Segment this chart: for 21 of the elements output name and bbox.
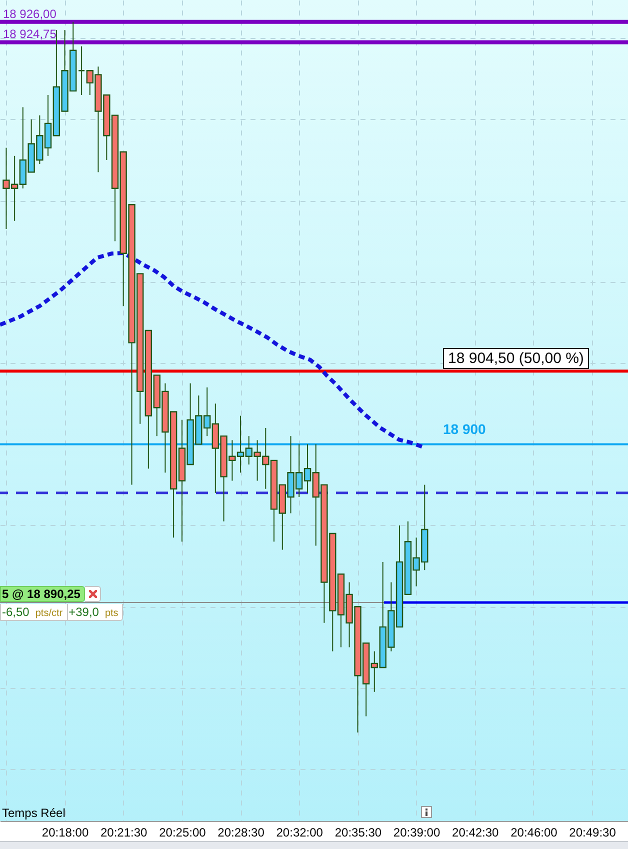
- annotation: -6,50: [2, 604, 30, 619]
- x-tick-label: 20:21:30: [100, 826, 148, 840]
- ref-line-label: 18 900: [443, 421, 486, 438]
- x-tick-label: 20:35:30: [334, 826, 382, 840]
- annotation: pts: [104, 608, 118, 619]
- ref-line-label: 18 926,00: [3, 6, 56, 21]
- ref-line-label: 18 924,75: [3, 27, 56, 42]
- x-tick-label: 20:49:30: [569, 826, 616, 840]
- annotation: +39,0: [68, 604, 99, 619]
- x-tick-label: 20:46:00: [510, 826, 558, 840]
- x-tick-label: 20:25:00: [159, 826, 206, 840]
- x-tick-label: 20:28:30: [218, 826, 265, 840]
- annotation: pts/ctr: [35, 608, 63, 619]
- x-tick-label: 20:32:00: [276, 826, 324, 840]
- x-tick-label: 20:39:00: [393, 826, 440, 840]
- ref-line-label: 18 904,50 (50,00 %): [443, 348, 589, 370]
- annotation: Temps Réel: [2, 806, 66, 820]
- ref-line-label: 5 @ 18 890,25: [0, 586, 86, 602]
- x-tick-label: 20:42:30: [452, 826, 500, 840]
- candlestick: [78, 46, 86, 96]
- x-tick-label: 20:18:00: [42, 826, 89, 840]
